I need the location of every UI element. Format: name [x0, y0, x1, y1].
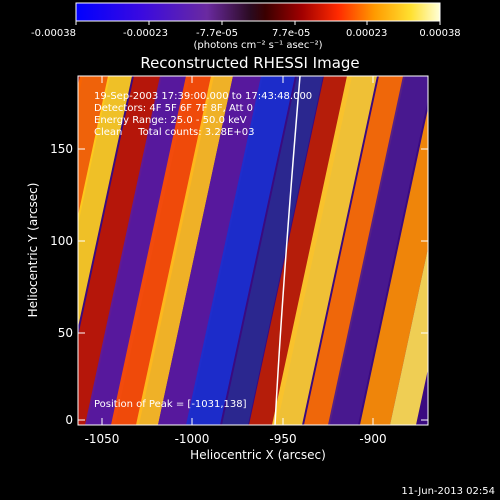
- colorbar-tick-label: 0.00023: [346, 28, 387, 39]
- plot-timestamp: 11-Jun-2013 02:54: [401, 486, 495, 497]
- colorbar-ticks: [75, 21, 441, 25]
- colorbar-units: (photons cm⁻² s⁻¹ asec⁻²): [193, 40, 322, 51]
- image-stripe: [360, 108, 428, 425]
- y-tick-label: 150: [50, 142, 73, 156]
- image-stripe: [390, 248, 428, 425]
- colorbar-frame: [75, 2, 441, 22]
- colorbar-tick-label: -7.7e-05: [196, 28, 238, 39]
- image-stripe: [304, 76, 405, 425]
- image-stripe: [136, 76, 233, 425]
- colorbar-tick-label: -0.00038: [31, 28, 76, 39]
- image-stripe: [186, 76, 295, 425]
- x-tick-label: -900: [359, 432, 386, 446]
- solar-limb-line: [274, 75, 301, 426]
- y-tick-label: 50: [58, 326, 73, 340]
- y-tick-label: 0: [65, 413, 73, 427]
- image-stripes: [78, 76, 428, 425]
- x-axis-label: Heliocentric X (arcsec): [190, 448, 326, 462]
- image-stripe: [158, 76, 263, 425]
- image-stripe: [78, 76, 162, 425]
- image-stripe: [78, 76, 132, 328]
- image-stripe: [222, 76, 323, 425]
- y-axis-label: Heliocentric Y (arcsec): [26, 183, 40, 318]
- plot-title: Reconstructed RHESSI Image: [140, 54, 359, 72]
- info-energy-range: Energy Range: 25.0 - 50.0 keV: [94, 115, 247, 126]
- image-stripe: [249, 76, 352, 425]
- x-axis-ticks: [101, 76, 374, 425]
- x-tick-label: -1000: [175, 432, 210, 446]
- x-tick-label: -1050: [85, 432, 120, 446]
- x-tick-label: -950: [269, 432, 296, 446]
- info-algorithm-counts: Clean Total counts: 3.28E+03: [94, 127, 254, 138]
- peak-position-label: Position of Peak = [-1031,138]: [94, 399, 247, 410]
- image-stripe: [85, 76, 190, 425]
- colorbar-tick-label: 0.00038: [419, 28, 460, 39]
- image-stripe: [111, 76, 214, 425]
- image-stripe: [272, 76, 377, 425]
- plot-frame: [77, 75, 429, 426]
- y-tick-label: 100: [50, 234, 73, 248]
- image-stripe: [328, 76, 428, 425]
- colorbar-tick-label: 7.7e-05: [272, 28, 310, 39]
- colorbar: [76, 3, 440, 21]
- colorbar-tick-label: -0.00023: [123, 28, 168, 39]
- image-stripe: [78, 76, 83, 100]
- info-detectors: Detectors: 4F 5F 6F 7F 8F, Att 0: [94, 103, 253, 114]
- info-time-range: 19-Sep-2003 17:39:00.000 to 17:43:48.000: [94, 91, 312, 102]
- y-axis-ticks: [78, 148, 428, 421]
